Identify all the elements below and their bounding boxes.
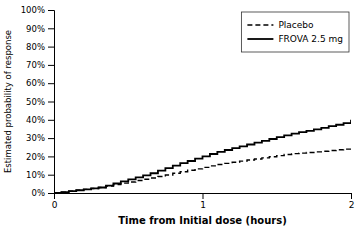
legend-label: Placebo xyxy=(278,20,314,30)
x-tick-mark xyxy=(203,193,204,199)
y-tick: 90% xyxy=(26,24,54,34)
y-tick: 60% xyxy=(26,78,54,88)
y-tick-mark xyxy=(48,47,54,48)
y-tick: 40% xyxy=(26,115,54,125)
series-line xyxy=(54,120,351,193)
legend-label: FROVA 2.5 mg xyxy=(278,34,343,44)
y-tick-label: 60% xyxy=(26,78,45,88)
legend-swatch xyxy=(247,24,273,25)
x-axis-line xyxy=(55,194,352,200)
chart: 0120%10%20%30%40%50%60%70%80%90%100%Plac… xyxy=(0,0,363,229)
x-tick-label: 2 xyxy=(349,200,355,210)
y-tick-label: 100% xyxy=(21,5,45,15)
y-tick-mark xyxy=(48,138,54,139)
y-axis: 0% 10% 20% 30% 40% 50% 60% 70% 80% 90% 100% xyxy=(21,5,55,198)
y-tick: 20% xyxy=(26,152,54,162)
y-tick-label: 80% xyxy=(26,42,45,52)
y-tick-mark xyxy=(48,156,54,157)
y-tick: 80% xyxy=(26,42,54,52)
y-tick-label: 50% xyxy=(26,97,45,107)
lines xyxy=(54,120,351,193)
y-axis-title: Estimated probability of response xyxy=(3,30,13,173)
y-tick-mark xyxy=(48,193,54,194)
y-tick-mark xyxy=(48,83,54,84)
legend-swatch xyxy=(247,38,273,40)
legend-box xyxy=(241,12,349,52)
plot: 0120%10%20%30%40%50%60%70%80%90%100%Plac… xyxy=(21,5,355,210)
x-axis-title: Time from Initial dose (hours) xyxy=(118,215,287,226)
y-axis-line xyxy=(48,11,55,194)
y-tick-mark xyxy=(48,120,54,121)
y-tick-label: 30% xyxy=(26,133,45,143)
y-tick-label: 90% xyxy=(26,24,45,34)
x-tick: 0 xyxy=(52,193,58,210)
y-tick: 50% xyxy=(26,97,54,107)
y-tick: 0% xyxy=(32,188,55,198)
y-tick-label: 70% xyxy=(26,60,45,70)
y-tick-mark xyxy=(48,10,54,11)
series-line xyxy=(54,147,351,193)
y-tick-label: 20% xyxy=(26,152,45,162)
x-tick-label: 0 xyxy=(52,200,58,210)
x-tick-label: 1 xyxy=(200,200,206,210)
y-tick-mark xyxy=(48,102,54,103)
legend: Placebo FROVA 2.5 mg xyxy=(241,12,349,52)
y-tick: 100% xyxy=(21,5,54,15)
x-tick: 2 xyxy=(349,193,355,210)
y-tick-mark xyxy=(48,28,54,29)
y-tick: 30% xyxy=(26,133,54,143)
x-axis: 0 1 2 xyxy=(52,193,355,210)
y-tick: 70% xyxy=(26,60,54,70)
x-tick-mark xyxy=(351,193,352,199)
y-tick-label: 40% xyxy=(26,115,45,125)
y-tick: 10% xyxy=(26,170,54,180)
y-tick-label: 10% xyxy=(26,170,45,180)
y-tick-mark xyxy=(48,65,54,66)
x-tick: 1 xyxy=(200,193,206,210)
y-tick-label: 0% xyxy=(32,188,46,198)
y-tick-mark xyxy=(48,175,54,176)
